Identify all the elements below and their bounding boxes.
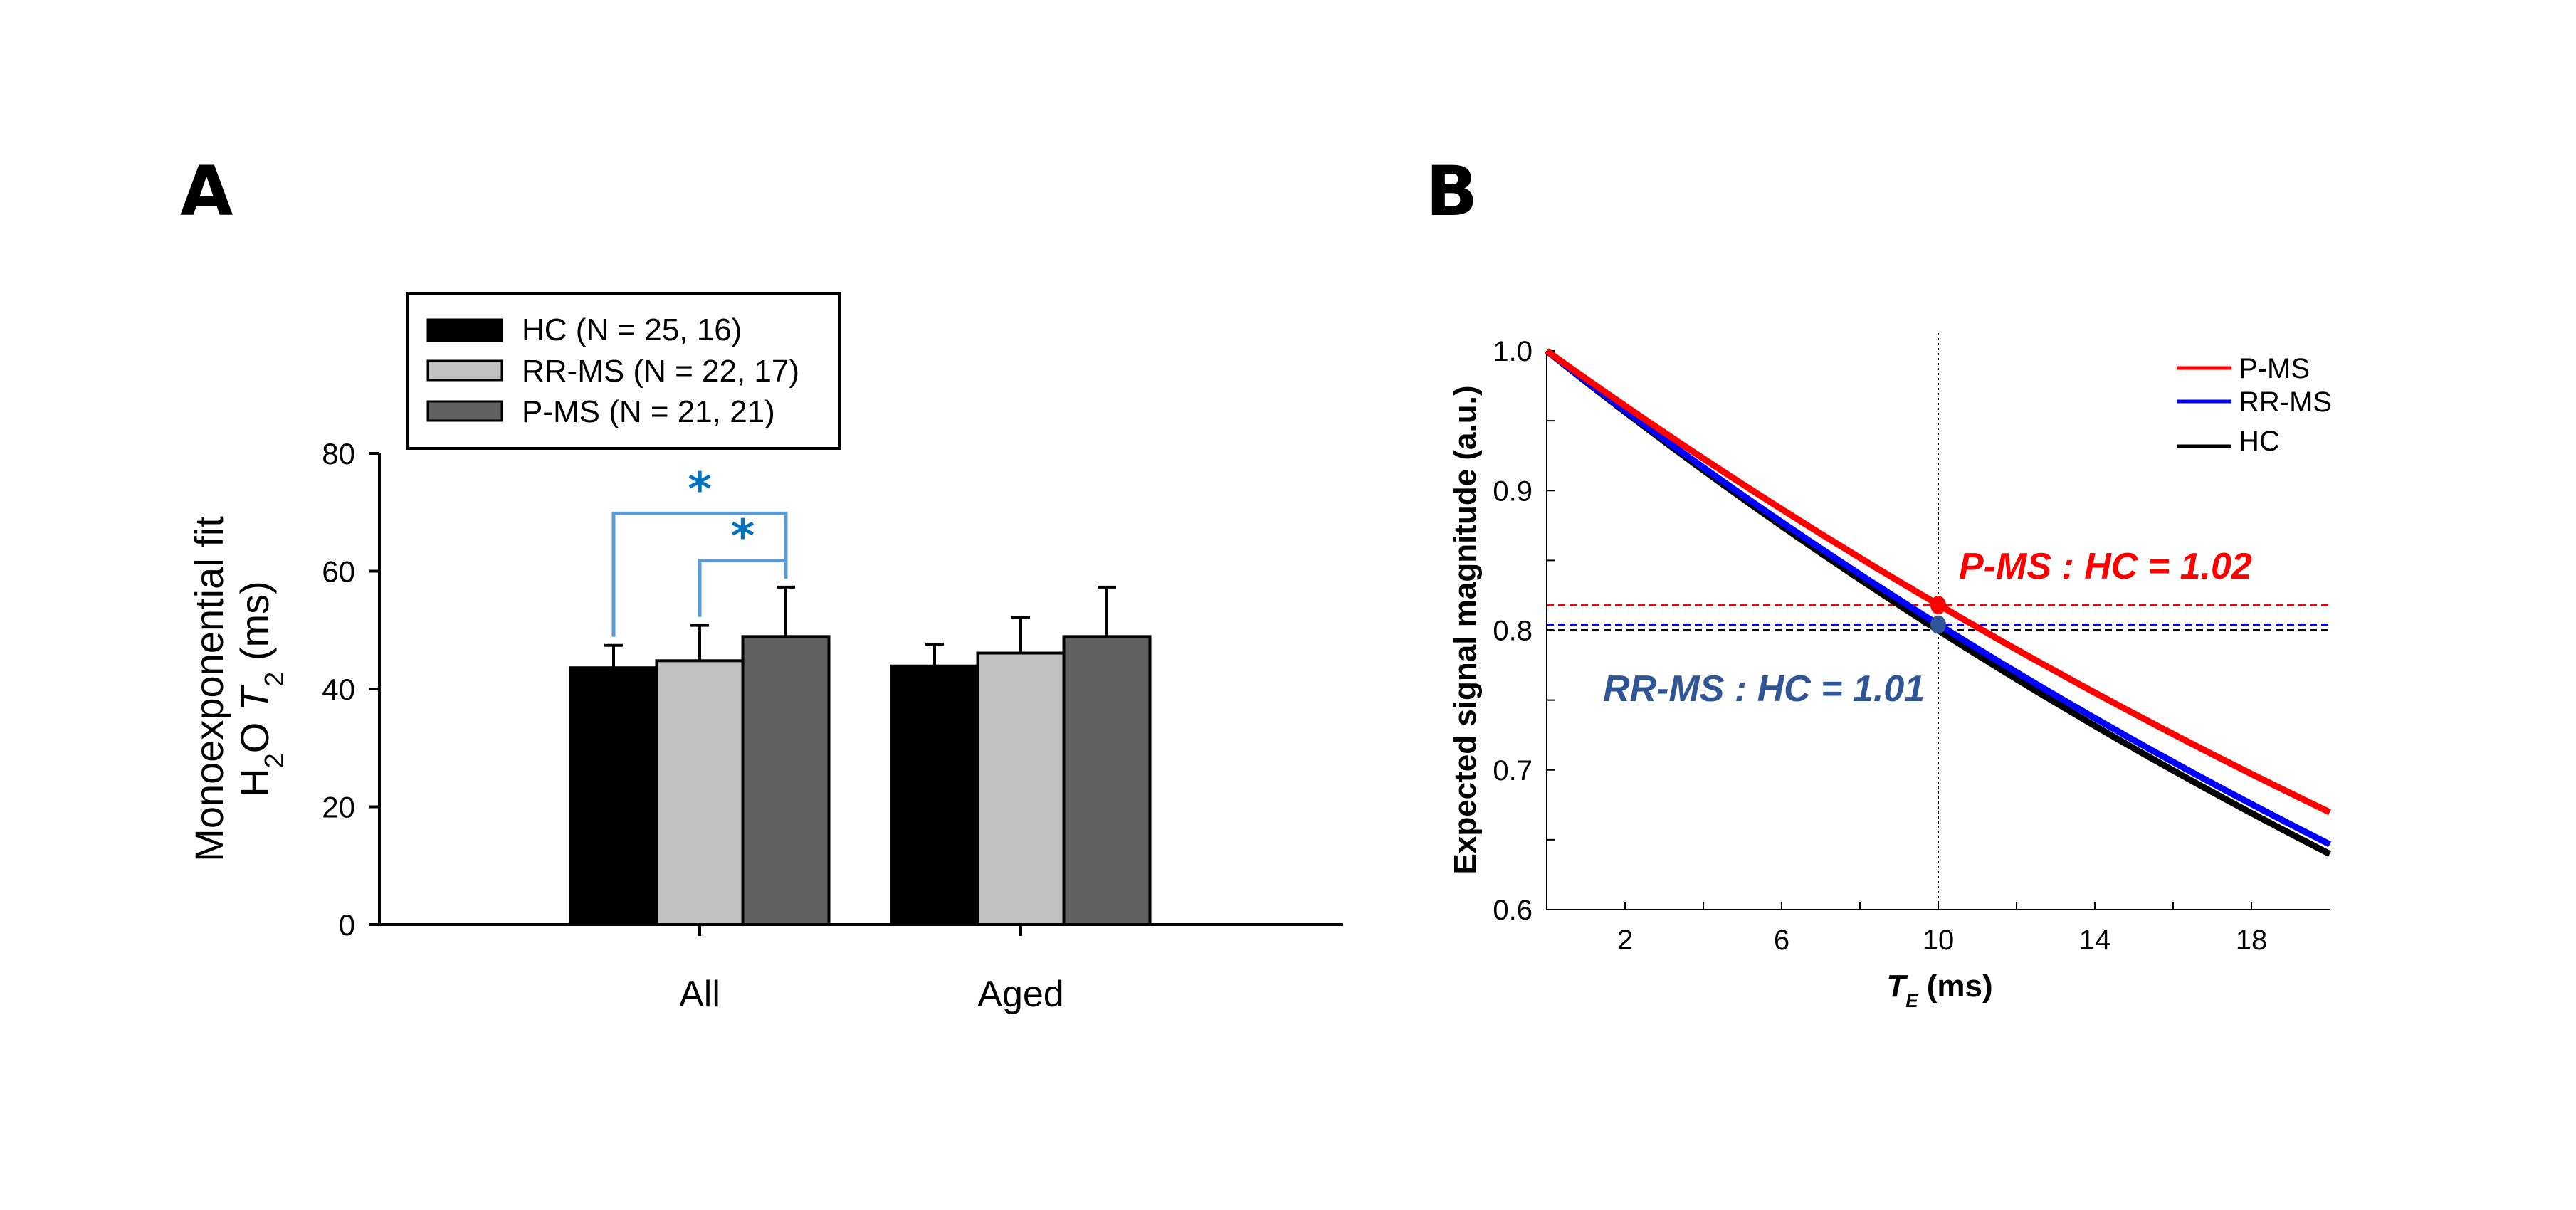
y-tick-label: 0.9 (1493, 475, 1533, 507)
y-tick-label: 0.7 (1493, 755, 1533, 786)
y-tick-label: 80 (322, 437, 355, 470)
legend-label-rr-ms: RR-MS (N = 22, 17) (522, 354, 799, 389)
x-category-label: Aged (977, 974, 1063, 1015)
y-axis-label-line2: H2O T2 (ms) (232, 581, 290, 797)
panel-a-bar-chart: HC (N = 25, 16) RR-MS (N = 22, 17) P-MS … (186, 292, 1343, 1015)
y-tick-label: 20 (322, 791, 355, 824)
legend-swatch-hc (426, 318, 503, 342)
bar (569, 666, 658, 927)
annotation-rr-ms-ratio: RR-MS : HC = 1.01 (1603, 668, 1925, 710)
marker-p-ms (1930, 596, 1946, 615)
y-tick-label: 1.0 (1493, 336, 1533, 367)
panel-b-y-axis-label: Expected signal magnitude (a.u.) (1448, 385, 1483, 874)
y-tick-label: 0.6 (1493, 895, 1533, 926)
panel-b-axes: 0.6 0.7 0.8 0.9 1.0 2 6 10 14 18 (1493, 333, 2330, 956)
panel-a-y-axis-label: Monoexponential fit H2O T2 (ms) (186, 516, 290, 862)
x-tick-label: 18 (2236, 925, 2268, 956)
y-tick-label: 0 (339, 908, 355, 942)
panel-a-axes: 0 20 40 60 80 All Aged (322, 437, 1343, 1015)
significance-bracket (611, 511, 788, 637)
legend-label-hc: HC (N = 25, 16) (522, 312, 742, 347)
legend-label-p-ms: P-MS (N = 21, 21) (522, 394, 775, 429)
x-axis-label: TE (ms) (1886, 969, 1992, 1011)
legend-swatch-p-ms (426, 400, 503, 422)
panel-a-legend: HC (N = 25, 16) RR-MS (N = 22, 17) P-MS … (406, 292, 841, 450)
significance-star: * (688, 463, 711, 516)
panel-a-bars (569, 585, 1152, 927)
x-tick-label: 14 (2079, 925, 2111, 956)
significance-star: * (731, 511, 755, 564)
panel-b-lines (1545, 348, 2332, 857)
x-tick-label: 10 (1923, 925, 1955, 956)
y-axis-label-line1: Monoexponential fit (186, 516, 231, 862)
x-tick-label: 6 (1774, 925, 1789, 956)
legend-label-hc: HC (2239, 426, 2280, 457)
bar (890, 664, 979, 926)
legend-label-p-ms: P-MS (2239, 353, 2310, 384)
panel-b-label: B (1426, 152, 1478, 231)
significance-bracket (698, 559, 788, 617)
annotation-p-ms-ratio: P-MS : HC = 1.02 (1959, 546, 2252, 587)
panel-a-significance: ** (611, 463, 788, 637)
bar (655, 659, 745, 927)
bar (1062, 635, 1152, 926)
y-tick-label: 0.8 (1493, 616, 1533, 647)
legend-swatch-rr-ms (426, 359, 503, 382)
bar (741, 635, 831, 926)
panel-b-legend: P-MS RR-MS HC (2177, 353, 2332, 457)
x-tick-label: 2 (1617, 925, 1633, 956)
marker-rr-ms (1930, 615, 1946, 634)
y-tick-label: 40 (322, 673, 355, 706)
y-tick-label: 60 (322, 555, 355, 589)
panel-a-label: A (180, 152, 233, 231)
x-category-label: All (679, 974, 720, 1015)
bar (976, 651, 1066, 927)
y-axis-label: Expected signal magnitude (a.u.) (1448, 385, 1483, 874)
panel-b-line-chart: 0.6 0.7 0.8 0.9 1.0 2 6 10 14 18 P-MS RR-MS HC P-… (1448, 333, 2332, 1011)
legend-label-rr-ms: RR-MS (2239, 386, 2332, 418)
